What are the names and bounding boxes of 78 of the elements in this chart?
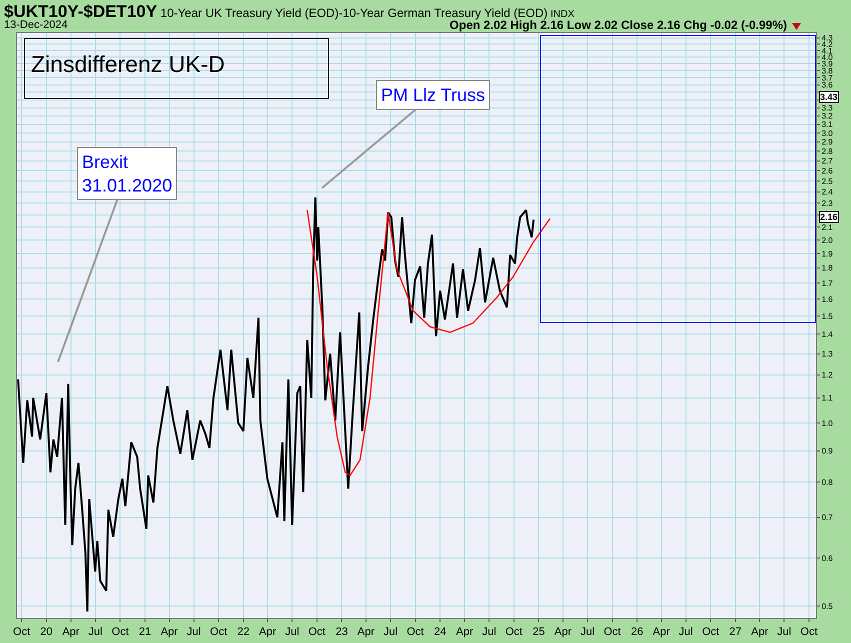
y-tick-label: 2.1 bbox=[822, 222, 834, 232]
y-tick-label: 1.1 bbox=[822, 394, 834, 403]
x-tick-label: Oct bbox=[308, 626, 326, 638]
y-tick-label: 1.8 bbox=[822, 264, 834, 273]
x-tick-label: Apr bbox=[456, 626, 474, 638]
x-tick-label: Apr bbox=[62, 626, 80, 638]
x-tick-label: Oct bbox=[604, 626, 621, 638]
x-tick-label: Jul bbox=[777, 626, 792, 638]
x-tick-label: Jul bbox=[383, 626, 398, 638]
x-tick-label: Jul bbox=[88, 626, 102, 638]
line-series bbox=[17, 196, 535, 612]
text: 3.43 bbox=[820, 92, 838, 102]
y-tick-label: 3.7 bbox=[822, 73, 834, 82]
y-tick-label: 2.9 bbox=[822, 138, 834, 147]
y-tick-label: 4.1 bbox=[822, 46, 834, 56]
x-tick-label: 20 bbox=[40, 626, 52, 638]
x-tick-label: Jul bbox=[482, 626, 496, 638]
y-tick-label: 0.5 bbox=[822, 602, 834, 611]
y-tick-label: 1.4 bbox=[822, 330, 834, 340]
x-tick-label: 24 bbox=[434, 626, 446, 638]
y-tick-label: 1.3 bbox=[822, 350, 834, 359]
y-tick-label: 2.0 bbox=[822, 236, 834, 245]
y-tick-label: 1.7 bbox=[822, 278, 834, 288]
annotation: Brexit 31.01.2020 bbox=[82, 152, 172, 196]
x-tick-label: Oct bbox=[800, 626, 818, 638]
text: 13-Dec-2024 bbox=[4, 19, 68, 31]
x-tick-label: Apr bbox=[751, 626, 769, 638]
chart-subtitle: 10-Year UK Treasury Yield (EOD)-10-Year German Treasury Yield (EOD) bbox=[159, 6, 548, 20]
y-tick-label: 0.9 bbox=[822, 446, 834, 456]
x-tick-label: Oct bbox=[505, 626, 522, 638]
x-tick-label: Jul bbox=[285, 626, 300, 638]
x-tick-label: 25 bbox=[532, 626, 545, 638]
y-tick-label: 2.7 bbox=[822, 156, 834, 166]
y-tick-label: 2.5 bbox=[822, 176, 834, 186]
y-tick-label: 3.3 bbox=[822, 104, 834, 113]
chart-title: $UKT10Y-$DET10Y bbox=[4, 2, 158, 21]
x-tick-label: 27 bbox=[729, 626, 742, 638]
x-tick-label: Oct bbox=[210, 626, 228, 638]
y-tick-label: 1.9 bbox=[822, 249, 834, 258]
x-tick-label: Oct bbox=[112, 626, 129, 638]
y-tick-label: 2.6 bbox=[822, 166, 834, 176]
y-tick-label: 3.6 bbox=[822, 80, 834, 90]
x-tick-label: Oct bbox=[406, 626, 424, 638]
y-tick-label: 3.2 bbox=[822, 112, 834, 121]
x-tick-label: Jul bbox=[580, 626, 595, 638]
x-tick-label: Jul bbox=[678, 626, 693, 638]
y-tick-label: 3.8 bbox=[822, 66, 834, 76]
y-tick-label: 0.7 bbox=[822, 513, 834, 522]
text: Open 2.02 High 2.16 Low 2.02 Close 2.16 Chg -0.02 (-0.99%) bbox=[450, 18, 787, 32]
y-tick-label: 2.4 bbox=[822, 188, 834, 197]
x-tick-label: Apr bbox=[554, 626, 572, 638]
x-tick-label: Apr bbox=[259, 626, 276, 638]
x-tick-label: Apr bbox=[160, 626, 178, 638]
x-tick-label: 21 bbox=[138, 626, 152, 638]
annotation: Zinsdifferenz UK-D bbox=[31, 51, 225, 78]
y-tick-label: 2.3 bbox=[822, 198, 834, 208]
x-tick-label: Oct bbox=[702, 626, 720, 638]
y-tick-label: 3.9 bbox=[822, 59, 834, 68]
y-tick-label: 1.5 bbox=[822, 312, 834, 321]
y-tick-label: 2.8 bbox=[822, 146, 834, 156]
x-tick-label: Oct bbox=[13, 626, 30, 638]
y-tick-label: 0.6 bbox=[822, 554, 834, 563]
x-tick-label: Apr bbox=[652, 626, 670, 638]
y-tick-label: 4.0 bbox=[822, 52, 834, 62]
y-tick-label: 3.0 bbox=[822, 128, 834, 138]
text: INDX bbox=[549, 9, 574, 20]
text: 2.16 bbox=[820, 212, 838, 222]
y-tick-label: 1.0 bbox=[822, 418, 834, 428]
x-tick-label: Jul bbox=[186, 626, 201, 638]
y-tick-label: 3.1 bbox=[822, 120, 834, 130]
x-tick-label: 26 bbox=[630, 626, 644, 638]
y-tick-label: 1.2 bbox=[822, 370, 834, 380]
y-tick-label: 0.8 bbox=[822, 478, 834, 487]
x-tick-label: 23 bbox=[336, 626, 348, 638]
y-tick-label: 1.6 bbox=[822, 294, 834, 304]
x-tick-label: Apr bbox=[357, 626, 375, 638]
annotation: PM Llz Truss bbox=[381, 85, 486, 105]
x-tick-label: 22 bbox=[237, 626, 250, 638]
